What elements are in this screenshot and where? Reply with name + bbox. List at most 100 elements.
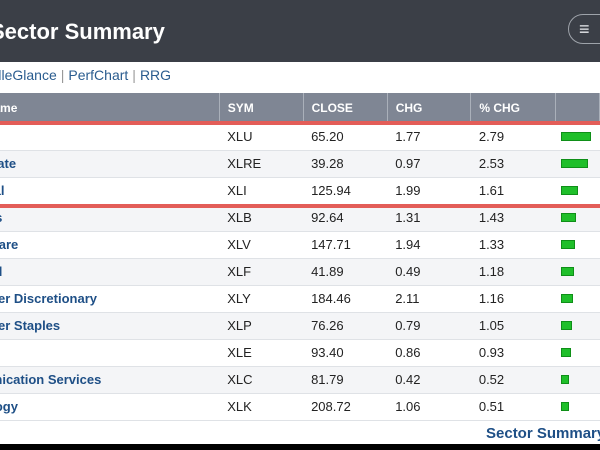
link-perfchart[interactable]: PerfChart [68, 67, 129, 83]
change-bar [561, 186, 579, 195]
change-bar-cell [555, 258, 600, 286]
close-cell: 184.46 [303, 285, 388, 313]
table-row[interactable]: UtilitiesXLU65.201.772.79 [0, 123, 600, 151]
sector-name-cell[interactable]: Consumer Staples [0, 312, 220, 340]
menu-button[interactable]: ≡ [568, 14, 600, 44]
percent-change-cell: 0.52 [470, 366, 556, 394]
close-cell: 93.40 [303, 339, 388, 367]
percent-change-cell: 1.33 [470, 231, 556, 259]
panel-header: Sector Summary ≡ [0, 0, 600, 62]
page-title: Sector Summary [0, 19, 165, 44]
close-cell: 41.89 [303, 258, 388, 286]
sector-name-cell[interactable]: Financial [0, 258, 220, 286]
col-close[interactable]: CLOSE [303, 93, 388, 123]
percent-change-cell: 1.18 [470, 258, 556, 286]
change-bar-cell [555, 285, 600, 313]
symbol-cell: XLK [219, 393, 304, 421]
percent-change-cell: 0.93 [470, 339, 556, 367]
table-row[interactable]: Real EstateXLRE39.280.972.53 [0, 150, 600, 178]
col-chg[interactable]: CHG [387, 93, 472, 123]
change-cell: 1.77 [387, 123, 471, 151]
sector-name-cell[interactable]: Health Care [0, 231, 220, 259]
col-sector-name[interactable]: Sector Name [0, 93, 220, 123]
highlight-line-bottom [0, 204, 600, 208]
change-bar-cell [555, 231, 600, 259]
sector-name-cell[interactable]: Industrial [0, 177, 220, 205]
highlight-line-top [0, 121, 600, 125]
change-bar-cell [555, 150, 600, 178]
col-bar [555, 93, 600, 123]
symbol-cell: XLRE [219, 150, 304, 178]
sector-name-cell[interactable]: Real Estate [0, 150, 220, 178]
close-cell: 125.94 [303, 177, 388, 205]
symbol-cell: XLC [219, 366, 304, 394]
percent-change-cell: 2.79 [470, 123, 556, 151]
hamburger-icon: ≡ [579, 19, 590, 39]
symbol-cell: XLY [219, 285, 304, 313]
sector-name-cell[interactable]: Energy [0, 339, 220, 367]
table-row[interactable]: IndustrialXLI125.941.991.61 [0, 177, 600, 205]
sector-summary-link[interactable]: Sector Summary [486, 425, 600, 442]
symbol-cell: XLB [219, 204, 304, 232]
symbol-cell: XLP [219, 312, 304, 340]
close-cell: 39.28 [303, 150, 388, 178]
symbol-cell: XLV [219, 231, 304, 259]
percent-change-cell: 1.43 [470, 204, 556, 232]
symbol-cell: XLE [219, 339, 304, 367]
table-row[interactable]: FinancialXLF41.890.491.18 [0, 258, 600, 286]
separator: | [132, 67, 136, 83]
sector-name-cell[interactable]: Utilities [0, 123, 220, 151]
close-cell: 208.72 [303, 393, 388, 421]
change-bar [561, 131, 592, 141]
link-candleglance[interactable]: CandleGlance [0, 67, 57, 83]
change-cell: 0.97 [387, 150, 471, 178]
change-cell: 1.06 [387, 393, 471, 421]
percent-change-cell: 1.16 [470, 285, 556, 313]
change-bar-cell [555, 123, 600, 151]
change-bar-cell [555, 312, 600, 340]
change-cell: 1.31 [387, 204, 471, 232]
col-pct-chg[interactable]: % CHG [470, 93, 556, 123]
change-bar-cell [555, 393, 600, 421]
table-row[interactable]: EnergyXLE93.400.860.93 [0, 339, 600, 367]
symbol-cell: XLU [219, 123, 304, 151]
percent-change-cell: 1.05 [470, 312, 556, 340]
table-row[interactable]: Health CareXLV147.711.941.33 [0, 231, 600, 259]
change-bar-cell [555, 204, 600, 232]
close-cell: 81.79 [303, 366, 388, 394]
change-bar [561, 267, 575, 276]
change-bar [561, 213, 577, 222]
change-bar [561, 294, 574, 303]
change-bar [561, 375, 570, 384]
view-links: CandleGlance|PerfChart|RRG [0, 67, 171, 85]
symbol-cell: XLF [219, 258, 304, 286]
table-row[interactable]: TechnologyXLK208.721.060.51 [0, 393, 600, 421]
separator: | [60, 67, 65, 83]
sector-name-cell[interactable]: Communication Services [0, 366, 220, 394]
sector-name-cell[interactable]: Materials [0, 204, 220, 232]
change-cell: 0.42 [387, 366, 471, 394]
table-row[interactable]: MaterialsXLB92.641.311.43 [0, 204, 600, 232]
percent-change-cell: 2.53 [470, 150, 556, 178]
change-bar-cell [555, 177, 600, 205]
change-cell: 0.86 [387, 339, 471, 367]
table-header-row: Sector Name SYM CLOSE CHG % CHG [0, 93, 600, 123]
change-bar [561, 402, 570, 411]
change-bar [561, 321, 573, 330]
close-cell: 65.20 [303, 123, 388, 151]
link-rrg[interactable]: RRG [139, 67, 172, 83]
change-cell: 1.94 [387, 231, 471, 259]
sector-name-cell[interactable]: Technology [0, 393, 220, 421]
change-bar-cell [555, 366, 600, 394]
change-cell: 0.79 [387, 312, 471, 340]
sector-table: Sector Name SYM CLOSE CHG % CHG Utilitie… [0, 93, 600, 421]
change-cell: 2.11 [387, 285, 471, 313]
col-sym[interactable]: SYM [219, 93, 304, 123]
change-bar-cell [555, 339, 600, 367]
change-bar [561, 159, 589, 168]
sector-name-cell[interactable]: Consumer Discretionary [0, 285, 220, 313]
